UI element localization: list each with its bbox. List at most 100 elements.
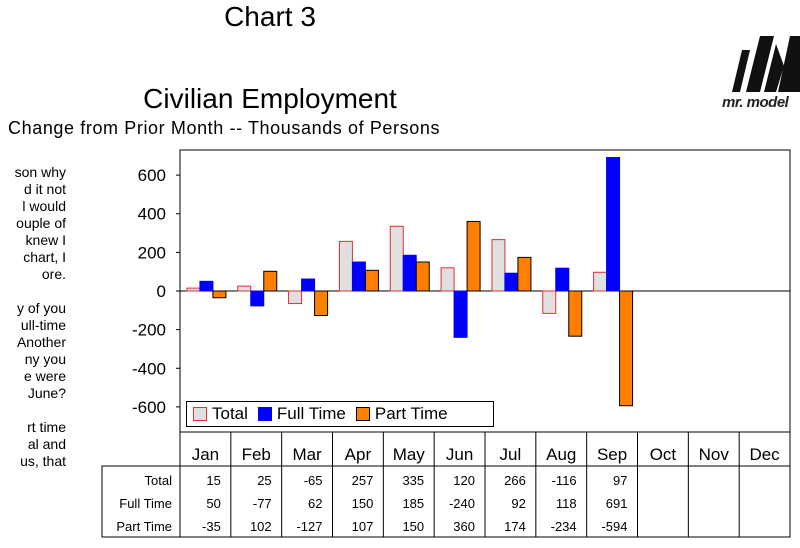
table-cell: 92 <box>511 496 525 511</box>
side-text-line: chart, I <box>23 249 66 265</box>
side-text-line: knew I <box>25 232 66 248</box>
y-tick-label: 600 <box>138 166 166 185</box>
legend-swatch <box>257 407 272 421</box>
chart-subtitle: Change from Prior Month -- Thousands of … <box>8 118 441 138</box>
data-table <box>101 465 791 538</box>
side-text-line: ouple of <box>16 215 66 231</box>
table-row-label: Full Time <box>119 496 172 511</box>
bar-full-time <box>402 254 417 292</box>
bar-part-time <box>466 220 481 292</box>
legend-swatch <box>193 407 207 421</box>
legend-item: Full Time <box>257 404 346 424</box>
table-cell: 107 <box>352 519 374 534</box>
side-paragraph: rt time al and us, that <box>0 419 66 470</box>
bar-full-time <box>199 280 214 292</box>
bar-full-time <box>504 272 519 292</box>
table-cell: 150 <box>402 519 424 534</box>
y-tick-label: 400 <box>138 205 166 224</box>
bar-part-time <box>415 261 430 292</box>
table-cell: 102 <box>250 519 272 534</box>
logo-text: mr. model <box>722 94 789 111</box>
table-cell: -35 <box>202 519 221 534</box>
x-tick-label: Jul <box>500 445 522 464</box>
bar-full-time <box>555 267 570 292</box>
table-cell: 257 <box>352 473 374 488</box>
bar-total <box>237 285 252 292</box>
table-cell: 118 <box>556 496 577 511</box>
bar-full-time <box>250 290 265 307</box>
x-tick-label: Jun <box>446 445 473 464</box>
bar-part-time <box>314 290 329 317</box>
bar-total <box>389 225 404 292</box>
bar-total <box>491 239 506 292</box>
bar-part-time <box>517 256 532 292</box>
y-tick-label: -400 <box>132 359 166 378</box>
bar-total <box>542 290 557 314</box>
bar-full-time <box>351 261 366 292</box>
legend-swatch <box>355 407 370 421</box>
table-cell: -240 <box>449 496 475 511</box>
x-tick-label: Apr <box>345 445 372 464</box>
x-tick-label: Aug <box>546 445 576 464</box>
table-cell: -77 <box>253 496 272 511</box>
x-tick-label: Feb <box>242 445 271 464</box>
table-cell: 15 <box>206 473 220 488</box>
table-cell: -116 <box>552 473 577 488</box>
bar-total <box>186 287 201 292</box>
chart-legend: Total Full Time Part Time <box>186 401 494 427</box>
side-text-line: rt time <box>27 419 66 435</box>
side-text-line: l would <box>22 198 66 214</box>
bar-part-time <box>263 270 278 292</box>
side-text-line: us, that <box>20 453 66 469</box>
side-text-line: Another <box>16 334 66 350</box>
side-text-line: e were <box>23 368 66 384</box>
side-text-line: al and <box>27 436 66 452</box>
table-cell: 25 <box>257 473 271 488</box>
table-cell: 335 <box>402 473 424 488</box>
x-tick-label: Nov <box>699 445 730 464</box>
bar-total <box>593 271 608 292</box>
bar-part-time <box>212 290 227 299</box>
table-cell: 185 <box>402 496 424 511</box>
table-row-label: Total <box>145 473 173 488</box>
bar-full-time <box>453 290 468 338</box>
table-cell: 150 <box>352 496 374 511</box>
bar-full-time <box>301 278 316 292</box>
table-cell: 62 <box>308 496 322 511</box>
x-tick-label: Mar <box>292 445 322 464</box>
table-cell: -65 <box>304 473 323 488</box>
chart-title-line2: Civilian Employment <box>143 83 397 114</box>
table-row-label: Part Time <box>116 519 172 534</box>
chart-title: Chart 3 <box>224 1 316 32</box>
table-cell: 50 <box>206 496 220 511</box>
bar-total <box>288 290 303 305</box>
x-tick-label: Sep <box>597 445 627 464</box>
logo-icon <box>732 36 800 92</box>
table-cell: -594 <box>601 519 627 534</box>
side-text-line: ull-time <box>20 317 66 333</box>
x-tick-label: Jan <box>192 445 219 464</box>
table-cell: 266 <box>504 473 526 488</box>
table-cell: -234 <box>551 519 577 534</box>
x-tick-label: Dec <box>749 445 780 464</box>
legend-item: Total <box>193 404 248 424</box>
legend-label: Part Time <box>374 404 448 423</box>
side-paragraph: y of you ull-time Another ny you e were June? <box>0 300 66 402</box>
side-text-line: y of you <box>16 300 66 316</box>
table-cell: 120 <box>453 473 475 488</box>
y-tick-label: -200 <box>132 321 166 340</box>
bar-full-time <box>606 157 621 292</box>
bar-total <box>440 267 455 292</box>
bar-part-time <box>619 290 634 407</box>
table-cell: -127 <box>296 519 322 534</box>
table-cell: 360 <box>453 519 475 534</box>
side-text-line: son why <box>14 164 66 180</box>
y-tick-label: 200 <box>138 243 166 262</box>
legend-label: Total <box>212 404 248 423</box>
table-cell: 97 <box>613 473 627 488</box>
legend-label: Full Time <box>276 404 346 423</box>
side-text-line: ore. <box>41 266 66 282</box>
